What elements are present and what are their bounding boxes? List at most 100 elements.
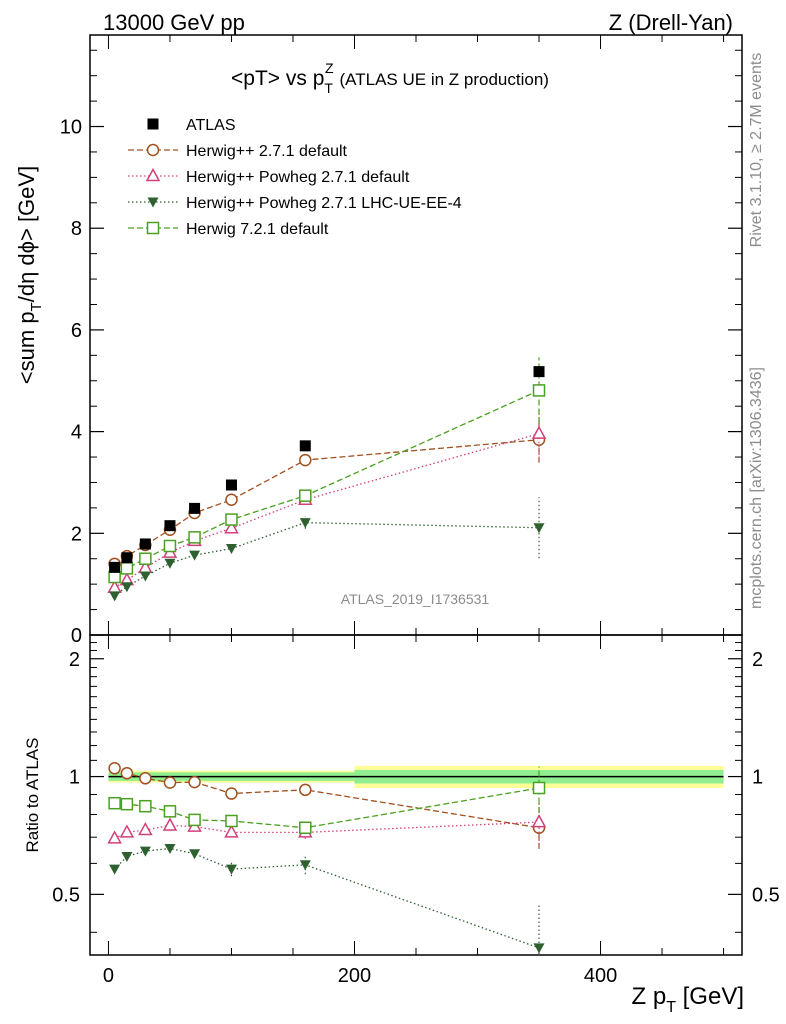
data-point: [225, 513, 238, 526]
ratio-point: [224, 824, 239, 838]
plot-title-tail: (ATLAS UE in Z production): [340, 70, 549, 89]
x-tick-label: 200: [338, 965, 371, 987]
main-series-4: [108, 357, 546, 584]
main-series-2: [107, 408, 547, 593]
ratio-y-tick-label: 2: [69, 649, 80, 671]
main-y-tick-label: 2: [71, 523, 82, 545]
series-line: [114, 389, 540, 578]
ratio-plot-area: [107, 762, 547, 955]
data-point: [139, 538, 151, 550]
ratio-point: [120, 766, 134, 780]
ratio-y-tick-label: 0.5: [52, 884, 80, 906]
rivet-label: Rivet 3.1.10, ≥ 2.7M events: [748, 53, 765, 248]
ratio-point: [108, 762, 121, 775]
data-point: [189, 502, 201, 514]
legend-label: Herwig++ Powheg 2.7.1 LHC-UE-EE-4: [186, 195, 462, 212]
data-point: [531, 425, 547, 439]
ratio-point: [164, 843, 176, 854]
x-axis-label: Z pT [GeV]: [632, 983, 745, 1016]
legend-item: ATLAS: [147, 117, 236, 134]
ratio-line: [114, 787, 540, 829]
ratio-point: [139, 772, 152, 785]
legend-item: Herwig++ Powheg 2.7.1 default: [128, 167, 410, 186]
ratio-point: [139, 846, 151, 857]
x-tick-label: 400: [584, 965, 617, 987]
legend-marker: [146, 221, 160, 235]
plot-title-sub: T: [324, 80, 333, 96]
data-point: [299, 518, 311, 529]
data-point: [225, 493, 238, 506]
legend-item: Herwig++ Powheg 2.7.1 LHC-UE-EE-4: [128, 195, 462, 212]
data-point: [139, 571, 151, 582]
legend: ATLAS Herwig++ 2.7.1 default Herwig++ Powh…: [128, 117, 462, 238]
ratio-point: [121, 851, 133, 862]
main-y-axis-label: <sum pT/dη dϕ> [GeV]: [14, 166, 45, 384]
legend-marker: [147, 197, 159, 208]
data-point: [121, 552, 133, 564]
data-point: [189, 550, 201, 561]
data-point: [164, 558, 176, 569]
header-right: Z (Drell-Yan): [609, 10, 733, 35]
main-series-3: [109, 497, 545, 602]
ratio-point: [163, 805, 177, 818]
data-point: [108, 570, 121, 584]
ratio-point: [107, 830, 122, 844]
data-point: [109, 561, 121, 573]
ratio-line: [114, 847, 540, 949]
legend-label: Herwig++ 2.7.1 default: [186, 143, 348, 160]
ratio-point: [188, 775, 201, 789]
ratio-point: [299, 783, 312, 797]
ratio-point: [225, 814, 238, 828]
main-y-tick-label: 0: [71, 625, 82, 647]
plot-title-main: <pT> vs p: [231, 67, 324, 90]
legend-marker: [147, 118, 159, 130]
data-point: [121, 582, 133, 593]
plot-title: <pT> vs pTZ (ATLAS UE in Z production): [231, 60, 549, 96]
data-point: [163, 539, 177, 553]
ratio-point: [225, 864, 237, 875]
ratio-point: [120, 797, 134, 811]
ratio-y-tick-label: 1: [69, 767, 80, 789]
ratio-point: [533, 943, 545, 954]
ratio-y-tick-label-right: 2: [752, 649, 763, 671]
data-point: [299, 453, 312, 467]
ratio-line: [114, 821, 540, 839]
data-point: [188, 531, 201, 544]
ratio-reference-band: [108, 765, 724, 788]
data-point: [299, 440, 311, 452]
data-point: [532, 384, 546, 397]
ratio-panel-frame: [89, 634, 743, 956]
main-plot-area: [107, 357, 547, 602]
ratio-y-tick-label-right: 0.5: [752, 884, 780, 906]
series-line: [114, 439, 540, 565]
legend-item: Herwig 7.2.1 default: [128, 221, 329, 238]
header-left: 13000 GeV pp: [103, 10, 245, 35]
ratio-point: [299, 860, 311, 871]
legend-marker: [146, 143, 160, 157]
ratio-axis-ticks: 0 200 400 0.5 0.5 1 1 2 2: [52, 642, 780, 987]
ratio-point: [139, 799, 152, 813]
ratio-series-2: [109, 843, 545, 955]
main-y-tick-label: 4: [71, 422, 82, 444]
data-point: [225, 479, 237, 491]
legend-label: Herwig++ Powheg 2.7.1 default: [186, 169, 410, 186]
ratio-point: [532, 781, 546, 795]
legend-item: Herwig++ 2.7.1 default: [128, 143, 348, 160]
plot-title-sup: Z: [325, 60, 334, 76]
ratio-point: [531, 814, 547, 828]
ratio-point: [108, 796, 121, 810]
ratio-point: [119, 824, 135, 838]
ratio-point: [189, 849, 201, 860]
series-line: [114, 433, 540, 589]
mcplots-label: mcplots.cern.ch [arXiv:1306.3436]: [748, 367, 765, 609]
ratio-point: [163, 776, 177, 789]
ratio-line: [114, 767, 540, 829]
ratio-point: [138, 821, 153, 836]
data-point: [225, 544, 237, 555]
main-y-tick-label: 10: [60, 117, 82, 139]
main-y-tick-label: 6: [71, 320, 82, 342]
data-point: [109, 591, 121, 602]
ratio-point: [162, 817, 178, 831]
